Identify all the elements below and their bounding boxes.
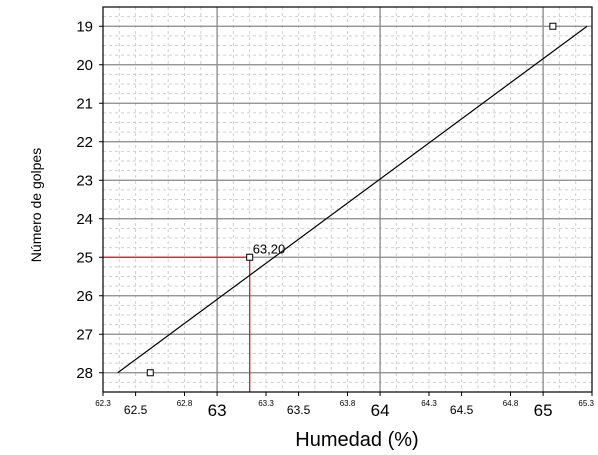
x-tick-label: 63.3: [258, 399, 274, 408]
y-tick-label: 25: [76, 249, 93, 266]
x-tick-label: 65.3: [578, 399, 594, 408]
x-tick-label: 63.5: [287, 403, 311, 417]
y-tick-label: 21: [76, 95, 93, 112]
y-tick-label: 27: [76, 326, 93, 343]
reference-label: 63,20: [253, 241, 286, 256]
x-tick-label: 62.3: [95, 399, 111, 408]
x-axis-ticks: 62.3 62.5 62.8 63 63.3 63.5 63.8 64 64.3 64.5 64.8…: [95, 392, 595, 420]
x-tick-label: 64: [371, 401, 390, 420]
y-tick-label: 28: [76, 365, 93, 382]
x-tick-label: 63.8: [340, 399, 356, 408]
grid: [102, 7, 593, 392]
x-tick-label: 64.8: [503, 399, 519, 408]
data-point: [246, 253, 254, 261]
data-point: [146, 369, 154, 377]
reference-lines: [103, 256, 251, 392]
y-tick-label: 19: [76, 18, 93, 35]
x-tick-label: 64.3: [421, 399, 437, 408]
y-tick-label: 26: [76, 288, 93, 305]
y-axis-title: Número de golpes: [28, 148, 44, 262]
x-axis-title: Humedad (%): [295, 429, 418, 451]
x-tick-label: 62.5: [124, 403, 148, 417]
y-tick-label: 24: [76, 211, 93, 228]
x-tick-label: 62.8: [177, 399, 193, 408]
y-tick-label: 23: [76, 172, 93, 189]
x-tick-label: 63: [208, 401, 227, 420]
data-point: [549, 22, 557, 30]
y-axis-ticks: 19 20 21 22 23 24 25 26 27 28: [76, 18, 103, 382]
x-tick-label: 64.5: [450, 403, 474, 417]
x-tick-label: 65: [534, 401, 553, 420]
y-tick-label: 22: [76, 134, 93, 151]
trend-line: [117, 25, 588, 374]
y-tick-label: 20: [76, 57, 93, 74]
data-points: [146, 22, 557, 377]
